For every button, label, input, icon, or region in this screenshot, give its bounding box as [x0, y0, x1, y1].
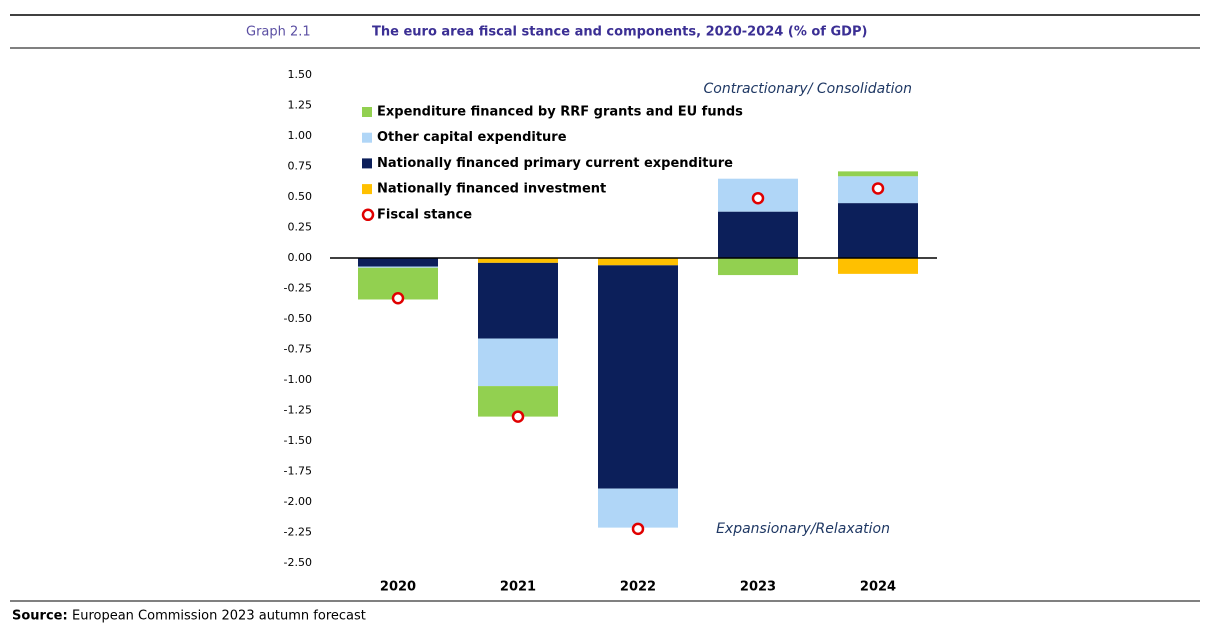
- y-tick-label: -0.25: [284, 282, 312, 295]
- bar: [838, 258, 918, 274]
- source-label: Source:: [12, 609, 68, 624]
- x-tick-label: 2020: [380, 580, 416, 595]
- bar: [358, 258, 438, 267]
- legend-label: Other capital expenditure: [377, 130, 567, 145]
- legend-swatch: [362, 107, 372, 117]
- bar: [838, 203, 918, 258]
- bar: [478, 262, 558, 339]
- annotation: Expansionary/Relaxation: [716, 521, 890, 537]
- chart-title: The euro area fiscal stance and componen…: [372, 25, 867, 40]
- y-tick-label: 1.00: [288, 129, 313, 142]
- legend-swatch: [362, 184, 372, 195]
- legend-label: Expenditure financed by RRF grants and E…: [377, 105, 743, 120]
- marker: [511, 410, 525, 423]
- marker: [871, 182, 885, 195]
- bar: [838, 171, 918, 177]
- bar: [598, 258, 678, 266]
- y-tick-label: -2.25: [284, 526, 312, 539]
- y-tick-label: 0.75: [288, 160, 313, 173]
- bar: [718, 211, 798, 258]
- x-tick-label: 2021: [500, 580, 536, 595]
- legend-swatch: [362, 158, 372, 169]
- y-tick-label: -0.50: [284, 312, 312, 325]
- y-tick-label: 1.25: [288, 99, 313, 112]
- legend-marker: [361, 208, 375, 222]
- legend-swatch: [362, 132, 372, 143]
- x-tick-label: 2024: [860, 580, 896, 595]
- y-tick-label: -1.00: [284, 373, 312, 386]
- legend-label: Nationally financed investment: [377, 182, 606, 197]
- bar: [358, 266, 438, 268]
- legend-label: Nationally financed primary current expe…: [377, 156, 733, 171]
- annotation: Contractionary/ Consolidation: [704, 81, 912, 97]
- y-tick-label: 0.25: [288, 221, 313, 234]
- y-tick-label: -2.00: [284, 495, 312, 508]
- bar: [598, 488, 678, 528]
- marker: [751, 191, 765, 205]
- y-tick-label: -1.50: [284, 434, 312, 447]
- y-tick-label: 0.00: [288, 251, 313, 264]
- y-tick-label: 1.50: [288, 68, 313, 81]
- x-tick-label: 2022: [620, 580, 656, 595]
- y-tick-label: -1.75: [284, 465, 312, 478]
- bar: [718, 258, 798, 276]
- y-tick-label: -0.75: [284, 343, 312, 356]
- bar: [478, 258, 558, 263]
- y-tick-label: -1.25: [284, 404, 312, 417]
- bar: [478, 338, 558, 387]
- bar: [598, 265, 678, 489]
- y-tick-label: 0.50: [288, 190, 313, 203]
- x-tick-label: 2023: [740, 580, 776, 595]
- marker: [631, 522, 645, 536]
- graph-label: Graph 2.1: [246, 25, 311, 40]
- y-tick-label: -2.50: [284, 556, 312, 569]
- legend-label: Fiscal stance: [377, 207, 472, 222]
- marker: [391, 292, 405, 305]
- source-text: European Commission 2023 autumn forecast: [72, 609, 366, 624]
